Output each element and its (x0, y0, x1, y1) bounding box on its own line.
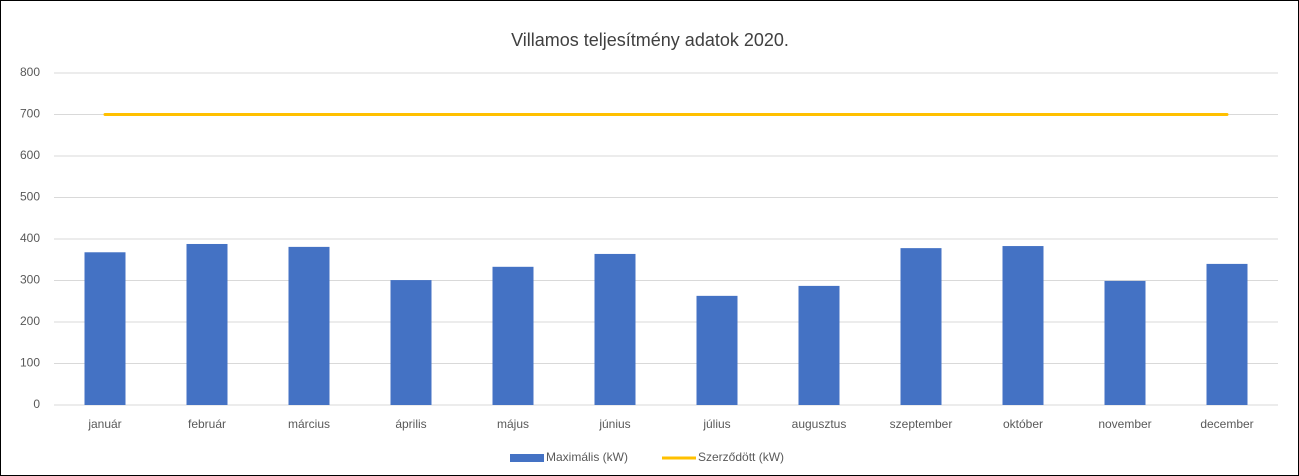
bar (594, 253, 636, 405)
legend-label: Szerződött (kW) (698, 450, 784, 464)
y-tick-label: 800 (20, 65, 40, 79)
legend-label: Maximális (kW) (546, 450, 628, 464)
bar (1206, 263, 1248, 405)
x-tick-label: április (395, 417, 426, 431)
x-tick-label: március (288, 417, 330, 431)
x-tick-label: november (1098, 417, 1151, 431)
bar (84, 252, 126, 405)
chart-title: Villamos teljesítmény adatok 2020. (511, 30, 789, 50)
bar (696, 295, 738, 405)
x-tick-label: július (702, 417, 730, 431)
y-tick-label: 400 (20, 231, 40, 245)
bar (1002, 246, 1044, 405)
bar (492, 266, 534, 405)
x-tick-label: január (87, 417, 121, 431)
y-tick-label: 500 (20, 190, 40, 204)
y-tick-label: 100 (20, 356, 40, 370)
bar (288, 246, 330, 405)
y-tick-label: 700 (20, 107, 40, 121)
bar (186, 243, 228, 405)
legend-swatch (510, 454, 544, 462)
bar (1104, 280, 1146, 405)
y-tick-label: 300 (20, 273, 40, 287)
x-tick-label: augusztus (792, 417, 847, 431)
y-tick-label: 600 (20, 148, 40, 162)
x-tick-label: május (497, 417, 529, 431)
x-tick-label: október (1003, 417, 1043, 431)
y-tick-label: 0 (33, 397, 40, 411)
bar (900, 248, 942, 405)
x-tick-label: szeptember (890, 417, 953, 431)
bar (390, 280, 432, 405)
x-tick-label: június (598, 417, 630, 431)
x-tick-label: február (188, 417, 226, 431)
bar (798, 285, 840, 405)
x-tick-label: december (1200, 417, 1253, 431)
y-tick-label: 200 (20, 314, 40, 328)
